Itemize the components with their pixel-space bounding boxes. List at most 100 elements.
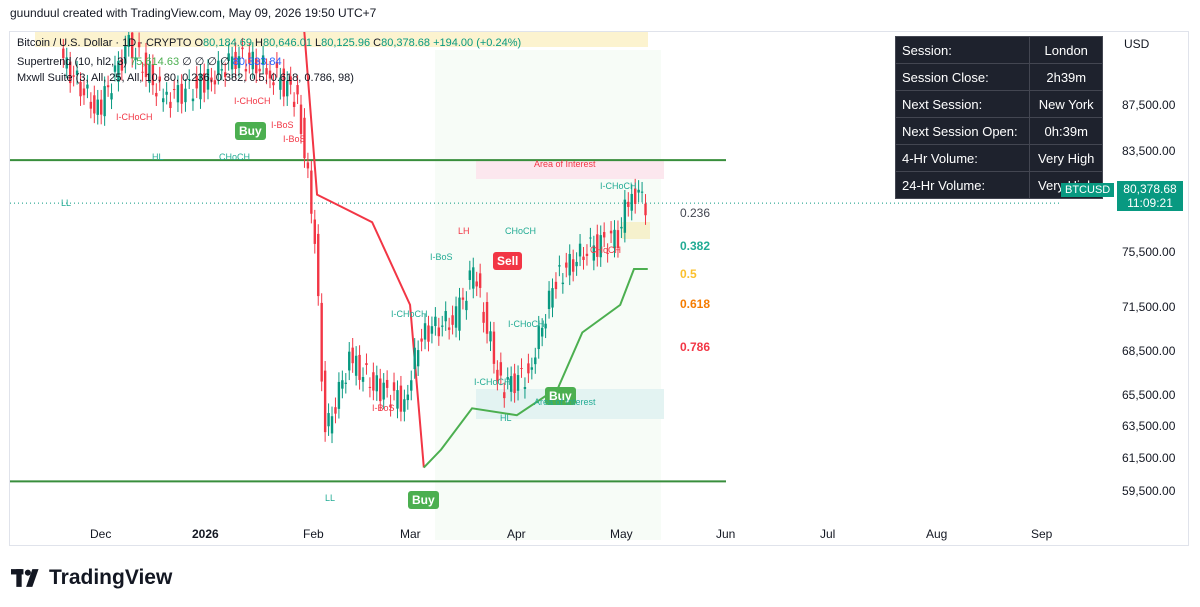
candle-body [544, 323, 547, 329]
candle-body [227, 53, 230, 62]
candle-body [630, 193, 633, 211]
candle-body [513, 373, 516, 394]
candle-body [568, 254, 571, 276]
legend-symbol[interactable]: Bitcoin / U.S. Dollar · 1D · CRYPTO [17, 37, 192, 49]
ichoch-marker: I-CHoCH [474, 377, 511, 387]
hl-marker: HL [152, 152, 164, 162]
legend-row-symbol: Bitcoin / U.S. Dollar · 1D · CRYPTO O80,… [17, 37, 521, 49]
legend-close-label: C [373, 37, 382, 49]
candle-body [93, 95, 96, 114]
candle-body [330, 416, 334, 434]
candle-body [151, 64, 155, 86]
chart-area[interactable] [9, 31, 1189, 546]
candle-body [640, 191, 644, 193]
ichoch-marker: I-CHoCH [116, 112, 153, 122]
candle-body [423, 323, 427, 340]
ibos-marker: I-BoS [430, 252, 453, 262]
candle-body [530, 367, 534, 370]
candle-body [506, 377, 509, 380]
candle-body [561, 282, 565, 285]
candle-body [472, 267, 475, 289]
candle-body [68, 61, 72, 84]
price-axis-tick: 63,500.00 [1122, 419, 1176, 433]
candle-body [310, 170, 313, 214]
lh-marker: LH [458, 226, 470, 236]
candle-body [79, 81, 82, 97]
candle-body [244, 69, 248, 72]
legend-open-label: O [194, 37, 204, 49]
candle-body [162, 98, 165, 103]
candle-body [213, 80, 217, 85]
legend-highlight [35, 32, 648, 47]
candle-body [523, 387, 527, 389]
supertrend-value-empty: ∅ ∅ ∅ ∅ [182, 56, 230, 68]
current-price-tag: 80,378.68 11:09:21 [1117, 181, 1183, 211]
candle-body [406, 394, 410, 401]
price-axis-tick: 65,500.00 [1122, 388, 1176, 402]
candle-body [279, 77, 282, 90]
candle-body [592, 245, 596, 261]
supertrend-value-up: 75,614.63 [130, 56, 180, 68]
candle-body [575, 261, 578, 267]
candle-body [396, 390, 399, 409]
candle-body [389, 404, 392, 407]
candle-body [602, 232, 606, 238]
price-axis-tick: 61,500.00 [1122, 451, 1176, 465]
symbol-price-tag: BTCUSD [1061, 183, 1115, 197]
candle-body [103, 86, 106, 117]
candle-body [416, 350, 420, 367]
fib-level-label: 0.236 [680, 206, 711, 220]
candle-body [120, 59, 124, 71]
candle-body [220, 69, 223, 71]
candle-body [203, 73, 206, 93]
candle-body [258, 68, 261, 72]
candle-body [210, 77, 213, 82]
candle-body [461, 297, 465, 300]
candle-body [65, 57, 68, 69]
ichoch-marker: I-CHoCH [600, 181, 637, 191]
candle-body [475, 281, 478, 287]
candle-body [292, 101, 296, 107]
candle-body [100, 99, 103, 115]
price-chart[interactable] [10, 32, 1188, 545]
candle-body [327, 413, 330, 427]
legend-low-label: L [315, 37, 322, 49]
buy-signal-badge: Buy [408, 491, 439, 509]
candle-body [399, 385, 403, 412]
candle-body [155, 92, 158, 97]
candle-body [516, 375, 520, 391]
session-row: Session Close: 2h39m [894, 63, 1103, 91]
candle-body [144, 52, 148, 78]
candle-body [341, 380, 344, 389]
candle-body [410, 380, 413, 391]
candle-body [158, 76, 161, 82]
candle-body [437, 327, 441, 337]
candle-body [86, 84, 89, 89]
currency-label[interactable]: USD [1124, 37, 1150, 51]
session-row-value: London [1029, 36, 1103, 64]
session-row-value: New York [1029, 90, 1103, 118]
session-row: 24-Hr Volume:Very High [894, 171, 1103, 199]
candle-body [176, 85, 180, 103]
candle-body [230, 56, 234, 70]
candle-body [379, 378, 382, 402]
supertrend-name[interactable]: Supertrend (10, hl2, 3) [17, 56, 128, 68]
tradingview-logo[interactable]: TradingView [11, 566, 172, 590]
candle-body [420, 338, 423, 342]
candle-body [195, 75, 198, 89]
candle-body [620, 226, 623, 229]
candle-body [351, 347, 354, 364]
candle-body [323, 370, 327, 433]
fib-level-label: 0.618 [680, 297, 711, 311]
ll-marker: LL [61, 198, 72, 208]
candle-body [451, 315, 454, 325]
candle-body [385, 379, 389, 388]
supertrend-down-line [303, 32, 425, 468]
candle-body [306, 162, 310, 169]
candle-body [554, 281, 558, 290]
mxwll-suite-name[interactable]: Mxwll Suite (3, All, 25, All, 10, 80, 0.… [17, 72, 354, 84]
fib-level-label: 0.382 [680, 239, 711, 253]
area-of-interest-label-lower: Area of Interest [534, 397, 596, 407]
legend-high-label: H [255, 37, 263, 49]
candle-body [527, 363, 530, 374]
